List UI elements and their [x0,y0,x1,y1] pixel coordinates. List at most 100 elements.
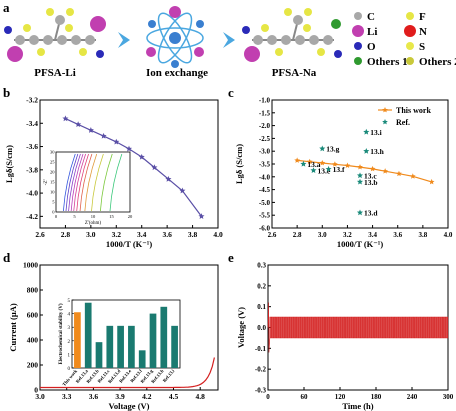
x-tick-label: 4.2 [142,392,152,401]
ref-point-label: 13.e [317,166,330,175]
x-axis-label: Time (h) [342,401,373,411]
x-tick-label: 4.0 [213,230,223,239]
ref-point-label: 13.b [364,178,378,187]
x-tick-label: 3.3 [62,392,72,401]
y-tick-label: 0.3 [257,262,266,270]
y-tick-label: -1.5 [259,109,271,117]
ref-point [363,128,370,135]
panel-e-letter: e [228,250,234,265]
current-curve [40,357,215,389]
inset-x-tick-label: 0 [55,214,58,219]
x-tick-label: 4.8 [196,392,206,401]
inset-frame [55,151,131,213]
x-tick-label: 4.0 [444,231,453,239]
y-axis-label: Voltage (V) [236,307,246,348]
panel-b: 2.6 2.8 3.0 3.2 3.4 3.6 3.8 4.0 -4.2 -4.0 -3.8 -3.6… [4,96,223,250]
y-tick-label: -4.0 [26,189,38,198]
label-ion-exchange: Ion exchange [146,67,208,79]
this-work-point [396,170,402,177]
x-tick-label: 240 [407,393,418,401]
inset-x-tick-label: 10 [91,214,96,219]
stability-bar [160,306,168,368]
panel-d: 3.0 3.3 3.6 3.9 4.2 4.5 4.8 0 200 400 600 800 1000 Vo… [8,261,219,411]
x-tick-label: 300 [443,393,454,401]
chevron-right-icon [223,32,235,48]
y-tick-label: 600 [27,311,39,320]
data-point [125,145,133,152]
x-tick-label: 180 [371,393,382,401]
stability-bar [117,325,124,368]
molecule-pfsa-na [242,8,342,62]
nyquist-line [68,153,81,212]
inset-x-axis-label: Z'(ohm) [85,221,102,226]
panel-c: 2.6 2.8 3.0 3.2 3.4 3.6 3.8 4.0 -6.0 -5.5 -5.0 -4.5… [234,97,453,250]
inset-y-tick-label: 0 [68,367,71,372]
y-tick-label: 0.1 [257,303,266,311]
legend-swatch-s [406,42,414,50]
inset-y-tick-label: 5 [68,299,71,304]
ref-point [356,178,364,185]
this-work-point [428,178,435,185]
y-tick-label: -4.0 [259,173,271,181]
legend-marker-ref [382,119,388,125]
ref-point-label: 13.h [370,147,384,156]
panel-a: a PFSA-Li [3,0,456,79]
inset-x-tick-label: 20 [128,214,133,219]
ref-point [300,160,307,167]
this-work-point [382,168,388,174]
this-work-point [369,165,376,172]
this-work-point [357,164,363,170]
legend-label: Others 1 [367,56,408,68]
inset-y-tick-label: 5 [52,200,55,205]
ref-point [363,148,370,154]
nyquist-line [76,153,89,212]
stability-bar [95,342,103,368]
atom-icon [146,6,204,68]
stability-bar [106,325,114,368]
nyquist-line [65,153,79,212]
inset-y-tick-label: 15 [50,180,55,185]
legend-swatch-others-1 [354,57,362,65]
this-work-point [409,173,416,179]
nyquist-line [70,153,84,212]
legend-label-ref: Ref. [396,118,410,127]
data-point [151,164,158,171]
x-tick-label: 3.0 [86,230,96,239]
stability-bar [149,313,157,368]
x-tick-label: 3.4 [368,231,377,239]
y-tick-label: 200 [27,361,39,370]
bar-category-label: Ref.13.i [162,368,176,383]
ref-point-label: 13.a [307,160,320,169]
y-tick-label: -3.0 [259,148,271,156]
legend-label: Li [367,26,377,38]
x-tick-label: 3.8 [418,231,427,239]
legend-swatch-o [354,42,362,50]
y-tick-label: -5.0 [259,199,271,207]
inset-y-tick-label: 25 [50,160,55,165]
y-tick-label: -5.5 [259,212,271,220]
y-axis-label: Lgδ(S/cm) [4,145,14,183]
y-tick-label: -0.1 [255,345,267,353]
nyquist-line [91,153,104,212]
inset-y-tick-label: 2 [68,340,71,345]
x-tick-label: 3.8 [188,230,198,239]
legend-marker-this-work [382,107,388,113]
data-point [100,132,107,139]
ref-point [356,209,364,216]
x-tick-label: 3.6 [89,392,99,401]
plot-frame [39,99,219,229]
x-tick-label: 3.6 [393,231,402,239]
this-work-point [344,162,351,168]
nyquist-line [84,153,98,212]
data-point [179,187,186,194]
y-tick-label: 400 [27,336,39,345]
stability-bar [84,302,92,368]
legend-label: Others 2 [419,56,456,68]
label-pfsa-na: PFSA-Na [272,67,317,79]
label-pfsa-li: PFSA-Li [34,67,76,79]
inset-y-tick-label: 10 [50,190,55,195]
data-point [113,138,120,145]
inset-y-tick-label: 1 [68,353,71,358]
inset-x-tick-label: 5 [73,214,76,219]
legend-swatch-others-2 [406,57,414,65]
